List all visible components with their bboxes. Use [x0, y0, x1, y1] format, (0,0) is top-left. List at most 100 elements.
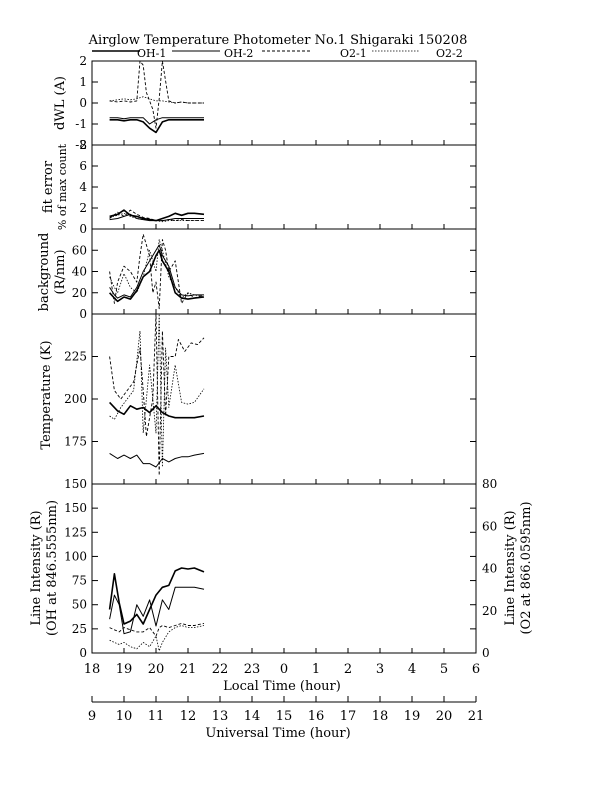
series-fit-error-oh-1: [109, 209, 205, 222]
ytick-label-background: 60: [72, 243, 87, 257]
ytick-label-dwl: -2: [75, 138, 87, 152]
ytick-label-temperature: 200: [64, 392, 87, 406]
series-fit-error-o2-2: [109, 212, 204, 223]
ylabel2-intensity-left: (OH at 846.5555nm): [45, 500, 60, 636]
universal-time-tick-label: 11: [148, 709, 165, 724]
legend-label-o2-2: O2-2: [436, 47, 463, 60]
ytick-label-fit-error: 4: [79, 180, 87, 194]
panel-intensity-ticks: 0 25 50 75 100 125 150 0 20 40 60 80: [64, 477, 497, 660]
axis-ticks: -2-1012024680204060150175200225025507510…: [64, 54, 497, 724]
ylabel2-background: (R/nm): [53, 249, 68, 294]
local-time-tick-label: 18: [84, 662, 101, 677]
universal-time-ticks: 9 10 11 12 13 14 15 16 17 18 19 20 21: [88, 696, 484, 724]
series-background-oh-2: [109, 244, 204, 299]
y2tick-label-intensity: 40: [482, 562, 497, 576]
ytick-label-intensity: 125: [64, 525, 87, 539]
series-temperature-o2-1: [109, 313, 205, 476]
local-time-tick-label: 6: [472, 662, 480, 677]
panel-frame-temperature: [91, 313, 477, 485]
figure-title: Airglow Temperature Photometer No.1 Shig…: [88, 33, 468, 48]
y2tick-label-intensity: 20: [482, 604, 497, 618]
ytick-label-intensity: 150: [64, 501, 87, 515]
ylabel-background: background: [37, 233, 52, 312]
ytick-label-temperature: 225: [64, 350, 87, 364]
series-intensity-o2-1: [109, 622, 205, 637]
legend-item-o2-2: O2-2: [372, 47, 463, 60]
universal-time-tick-label: 16: [308, 709, 325, 724]
universal-time-tick-label: 21: [468, 709, 485, 724]
ytick-label-dwl: 0: [79, 96, 87, 110]
xlabel-local-time: Local Time (hour): [223, 679, 341, 694]
series-temperature-oh-2: [109, 452, 205, 468]
ytick-label-dwl: 1: [79, 75, 87, 89]
ylabel-temperature: Temperature (K): [39, 340, 54, 449]
ytick-label-intensity: 100: [64, 549, 87, 563]
ytick-label-dwl: 2: [79, 54, 87, 68]
series-background-oh-1: [109, 249, 205, 303]
series-dwl-o2-1: [109, 60, 204, 129]
local-time-tick-label: 2: [344, 662, 352, 677]
ytick-label-temperature: 175: [64, 435, 87, 449]
legend-item-oh-2: OH-2: [172, 47, 253, 60]
ytick-label-dwl: -1: [75, 117, 87, 131]
universal-time-tick-label: 15: [276, 709, 293, 724]
xlabel-universal-time: Universal Time (hour): [205, 726, 350, 741]
universal-time-tick-label: 14: [244, 709, 261, 724]
universal-time-tick-label: 9: [88, 709, 96, 724]
universal-time-tick-label: 12: [180, 709, 197, 724]
series-dwl-oh-2: [109, 117, 204, 125]
universal-time-tick-label: 17: [340, 709, 357, 724]
panel-frame-dwl: [91, 60, 477, 146]
ylabel2-fit-error: % of max count: [56, 143, 69, 230]
y2tick-label-intensity: 0: [482, 646, 490, 660]
series-temperature-oh-1: [109, 401, 205, 419]
universal-time-tick-label: 19: [404, 709, 421, 724]
ytick-label-background: 40: [72, 265, 87, 279]
local-time-tick-labels: 18 19 20 21 22 23 0 1 2 3 4 5 6: [84, 662, 480, 677]
legend-label-o2-1: O2-1: [340, 47, 367, 60]
ylabel-dwl: dWL (A): [53, 76, 68, 130]
local-time-tick-label: 21: [180, 662, 197, 677]
local-time-tick-label: 19: [116, 662, 133, 677]
ytick-label-intensity: 50: [72, 598, 87, 612]
ytick-label-intensity: 25: [72, 622, 87, 636]
series-fit-error-o2-1: [109, 209, 204, 222]
local-time-tick-label: 5: [440, 662, 448, 677]
ytick-label-fit-error: 2: [79, 201, 87, 215]
legend-item-o2-1: O2-1: [262, 47, 367, 60]
legend: OH-1 OH-2 O2-1 O2-2: [92, 47, 463, 60]
panel-fit-error-ticks: 0 2 4 6 8: [79, 138, 477, 236]
series-background-o2-2: [109, 239, 205, 299]
local-time-tick-label: 1: [312, 662, 320, 677]
universal-time-tick-label: 10: [116, 709, 133, 724]
ylabel-fit-error: fit error: [41, 160, 56, 213]
y2tick-label-intensity: 80: [482, 477, 497, 491]
panel-background-ticks: 0 20 40 60: [72, 243, 477, 321]
series-intensity-oh-1: [108, 567, 205, 625]
ylabel-intensity-left: Line Intensity (R): [29, 510, 44, 625]
universal-time-tick-label: 18: [372, 709, 389, 724]
series-dwl-o2-2: [109, 96, 204, 104]
series-intensity-oh-2: [109, 586, 205, 635]
legend-label-oh-2: OH-2: [224, 47, 253, 60]
universal-time-tick-label: 20: [436, 709, 453, 724]
ytick-label-intensity: 0: [79, 646, 87, 660]
ylabel2-intensity-right: (O2 at 866.0595nm): [519, 501, 534, 634]
y-axis-labels: dWL (A) fit error % of max count backgro…: [29, 76, 534, 636]
plot-frames: [91, 60, 477, 654]
local-time-tick-label: 22: [212, 662, 229, 677]
legend-item-oh-1: OH-1: [92, 47, 166, 60]
local-time-tick-label: 0: [280, 662, 288, 677]
data-series: [108, 60, 205, 652]
local-time-tick-label: 4: [408, 662, 416, 677]
panel-dwl-ticks: -2 -1 0 1 2: [75, 54, 477, 152]
legend-label-oh-1: OH-1: [137, 47, 166, 60]
ytick-label-temperature: 150: [64, 477, 87, 491]
ylabel-intensity-right: Line Intensity (R): [503, 510, 518, 625]
universal-time-tick-label: 13: [212, 709, 229, 724]
y2tick-label-intensity: 60: [482, 519, 497, 533]
ytick-label-background: 0: [79, 307, 87, 321]
local-time-tick-label: 20: [148, 662, 165, 677]
series-background-o2-1: [109, 233, 205, 310]
panel-temperature-ticks: 150 175 200 225: [64, 350, 477, 491]
